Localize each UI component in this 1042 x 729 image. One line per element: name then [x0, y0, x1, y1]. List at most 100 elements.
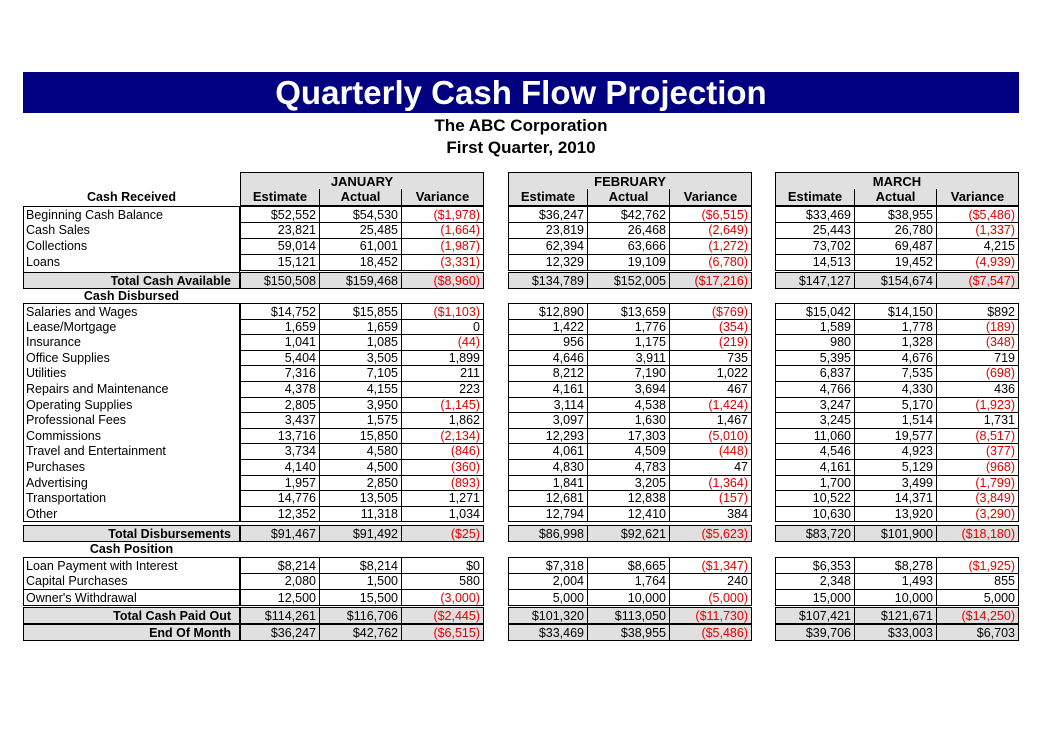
total-cell: ($2,445) [402, 607, 484, 624]
row-label: Beginning Cash Balance [23, 206, 240, 223]
table-cell: 1,422 [508, 318, 588, 336]
total-cell: $159,468 [320, 272, 402, 289]
table-cell: 5,000 [508, 589, 588, 607]
table-cell: 3,205 [588, 474, 670, 492]
total-cell: ($5,486) [670, 624, 752, 641]
table-cell: 61,001 [320, 238, 402, 255]
table-cell: 3,734 [240, 443, 320, 460]
table-cell: 26,780 [855, 222, 937, 239]
table-cell: 1,764 [588, 573, 670, 590]
table-cell: $33,469 [775, 206, 855, 223]
table-cell: 3,950 [320, 396, 402, 414]
table-cell: (1,424) [670, 396, 752, 414]
table-cell: 12,410 [588, 505, 670, 523]
page-title-banner: Quarterly Cash Flow Projection [23, 72, 1019, 113]
row-label: Owner's Withdrawal [23, 589, 240, 607]
row-label: Collections [23, 238, 240, 255]
total-cell: $91,492 [320, 525, 402, 542]
column-header-actual: Actual [320, 189, 402, 206]
table-cell: 15,121 [240, 254, 320, 271]
table-cell: 4,538 [588, 396, 670, 414]
table-cell: 62,394 [508, 238, 588, 255]
table-cell: 4,215 [937, 238, 1019, 255]
table-cell: 19,452 [855, 254, 937, 271]
table-cell: 1,034 [402, 505, 484, 523]
table-cell: 855 [937, 573, 1019, 590]
total-cell: $150,508 [240, 272, 320, 289]
table-cell: 3,911 [588, 349, 670, 367]
table-cell: 1,022 [670, 365, 752, 382]
table-cell: 4,830 [508, 459, 588, 476]
month-header-february: FEBRUARY [508, 172, 752, 190]
table-cell: 5,395 [775, 349, 855, 367]
table-cell: 980 [775, 334, 855, 351]
table-cell: 4,500 [320, 459, 402, 476]
table-cell: (5,010) [670, 427, 752, 445]
table-cell: 18,452 [320, 254, 402, 271]
table-cell: 1,467 [670, 412, 752, 429]
table-cell: 11,060 [775, 427, 855, 445]
table-cell: 8,212 [508, 365, 588, 382]
table-cell: (219) [670, 334, 752, 351]
month-header-march: MARCH [775, 172, 1019, 190]
table-cell: 15,500 [320, 589, 402, 607]
table-cell: 10,522 [775, 490, 855, 507]
table-cell: 73,702 [775, 238, 855, 255]
table-cell: 467 [670, 381, 752, 398]
total-cell: $6,703 [937, 624, 1019, 641]
row-label: Office Supplies [23, 349, 240, 367]
total-cell: $113,050 [588, 607, 670, 624]
table-cell: 4,140 [240, 459, 320, 476]
total-cell: $114,261 [240, 607, 320, 624]
table-cell: 63,666 [588, 238, 670, 255]
table-cell: 0 [402, 318, 484, 336]
table-cell: 14,776 [240, 490, 320, 507]
table-cell: 436 [937, 381, 1019, 398]
table-cell: 4,061 [508, 443, 588, 460]
table-cell: (377) [937, 443, 1019, 460]
row-label: Operating Supplies [23, 396, 240, 414]
table-cell: $8,214 [320, 557, 402, 574]
table-cell: 10,000 [588, 589, 670, 607]
table-cell: 19,577 [855, 427, 937, 445]
total-cell: ($6,515) [402, 624, 484, 641]
table-cell: (1,799) [937, 474, 1019, 492]
table-cell: 4,923 [855, 443, 937, 460]
table-cell: (348) [937, 334, 1019, 351]
table-cell: 1,731 [937, 412, 1019, 429]
row-label: Insurance [23, 334, 240, 351]
table-cell: 4,766 [775, 381, 855, 398]
table-cell: 1,862 [402, 412, 484, 429]
total-cell: $86,998 [508, 525, 588, 542]
table-cell: $15,042 [775, 303, 855, 320]
table-cell: $892 [937, 303, 1019, 320]
table-cell: 1,841 [508, 474, 588, 492]
row-label: Utilities [23, 365, 240, 382]
table-cell: (1,987) [402, 238, 484, 255]
table-cell: 5,404 [240, 349, 320, 367]
table-cell: $14,150 [855, 303, 937, 320]
table-cell: $15,855 [320, 303, 402, 320]
table-cell: 17,303 [588, 427, 670, 445]
table-cell: $36,247 [508, 206, 588, 223]
table-cell: 384 [670, 505, 752, 523]
table-cell: 3,499 [855, 474, 937, 492]
table-cell: 1,575 [320, 412, 402, 429]
table-cell: $14,752 [240, 303, 320, 320]
table-cell: (2,134) [402, 427, 484, 445]
table-cell: ($1,347) [670, 557, 752, 574]
total-cell: ($25) [402, 525, 484, 542]
total-cell: $152,005 [588, 272, 670, 289]
table-cell: 13,505 [320, 490, 402, 507]
total-cell: ($5,623) [670, 525, 752, 542]
total-cell: $116,706 [320, 607, 402, 624]
row-label: Cash Sales [23, 222, 240, 239]
table-cell: 211 [402, 365, 484, 382]
table-cell: 2,805 [240, 396, 320, 414]
company-name: The ABC Corporation [434, 116, 608, 135]
total-cell: $39,706 [775, 624, 855, 641]
table-cell: 3,245 [775, 412, 855, 429]
table-cell: 4,580 [320, 443, 402, 460]
total-cell: ($17,216) [670, 272, 752, 289]
row-label: Capital Purchases [23, 573, 240, 590]
